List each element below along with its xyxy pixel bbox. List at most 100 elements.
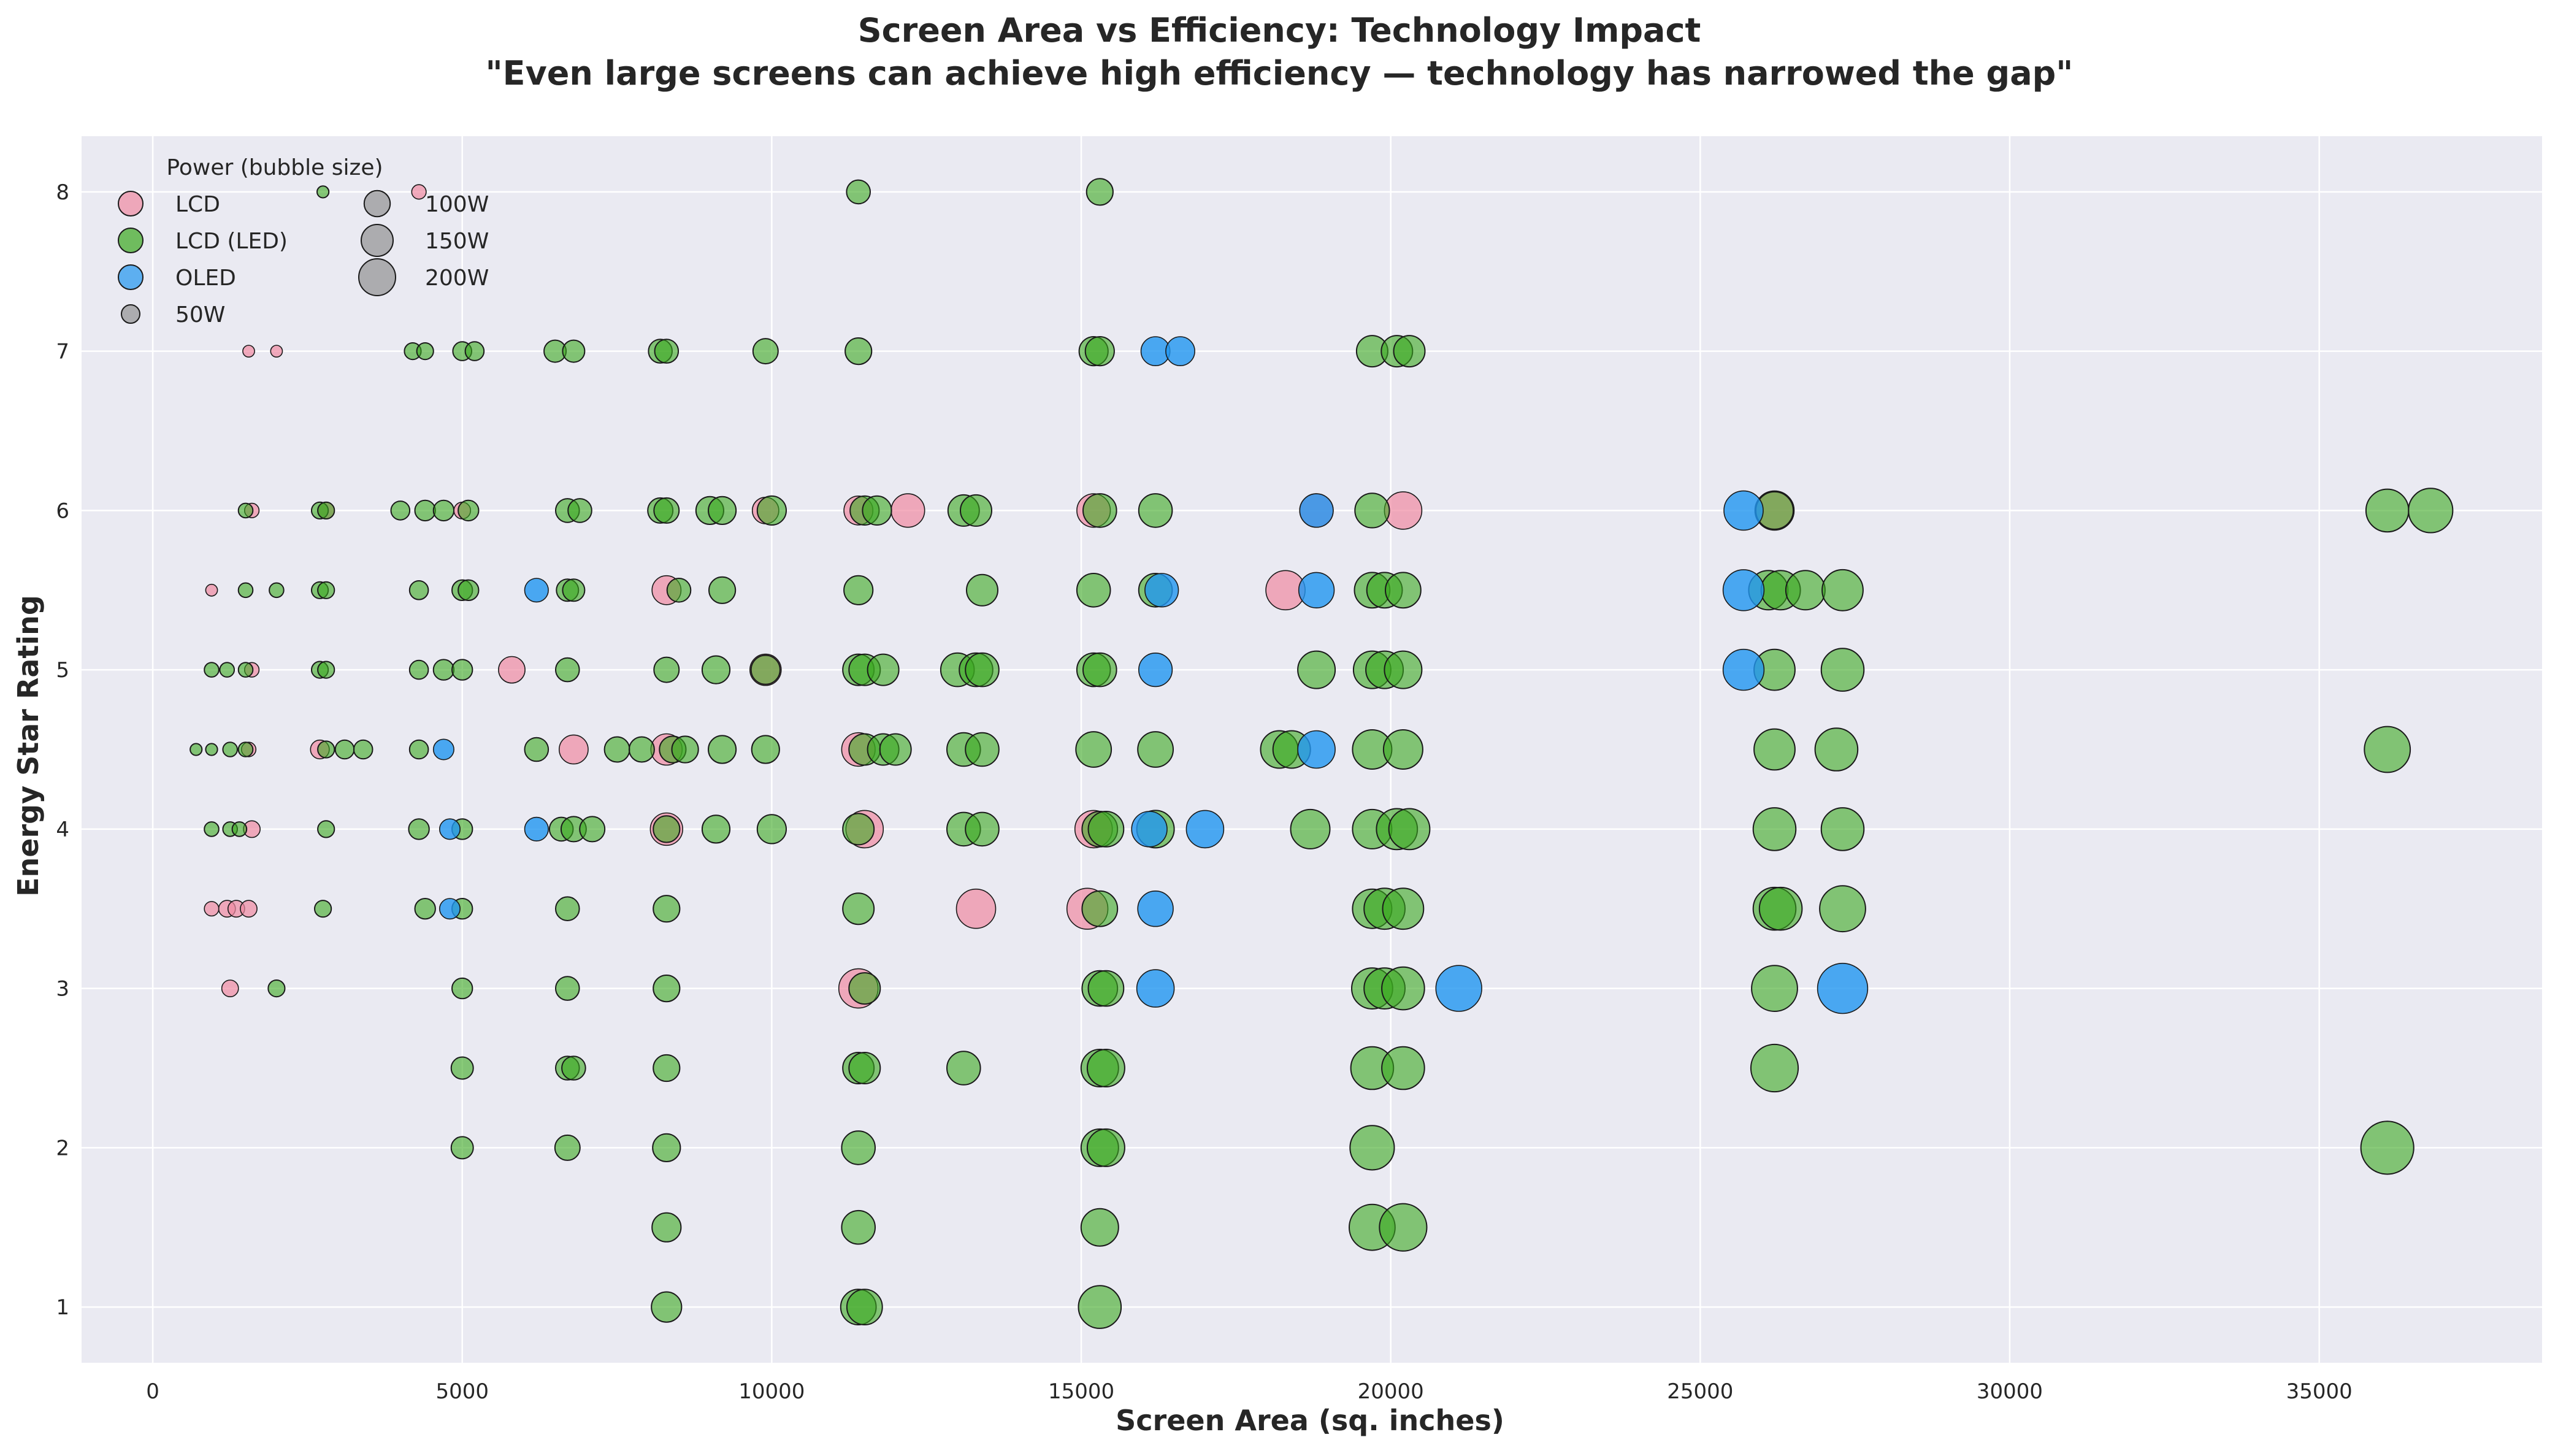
bubble-oled [1165,336,1195,367]
bubble-lcd-led [237,582,254,599]
bubble-lcd-led [562,578,586,602]
bubble-lcd-led [1084,336,1115,367]
bubble-lcd-led [1297,650,1336,689]
bubble-lcd-led [1785,570,1826,611]
bubble-oled [1185,810,1225,849]
bubble-lcd-led [1820,807,1865,851]
bubble-oled [1817,962,1869,1014]
legend-size-marker [121,304,140,324]
bubble-lcd-led [867,653,900,686]
bubble-lcd-led [653,895,681,923]
bubble-lcd-led [555,657,580,683]
bubble-lcd-led [451,659,473,681]
bubble-lcd-led [317,661,335,679]
bubble-lcd-led [708,496,737,526]
bubble-oled [1723,490,1764,531]
bubble-lcd-led [879,733,912,766]
bubble-lcd-led [666,578,692,603]
bubble-lcd-led [846,1289,883,1326]
bubble-lcd-led [1385,572,1422,609]
bubble-lcd-led [269,582,285,599]
bubble-lcd [955,888,997,929]
bubble-lcd [498,656,526,684]
legend-size-label: 200W [425,266,489,291]
bubble-lcd-led [862,495,892,526]
bubble-lcd-led [1075,731,1112,768]
bubble-lcd-led [1381,966,1425,1011]
bubble-lcd-led [555,976,580,1001]
bubble-lcd-led [1758,886,1803,931]
bubble-lcd-led [965,732,1000,767]
y-tick-label: 2 [56,1136,69,1160]
bubble-lcd-led [653,497,680,524]
bubble-lcd-led [1086,1128,1125,1167]
chart-subtitle: "Even large screens can achieve high eff… [486,54,2074,93]
bubble-lcd-led [317,740,335,759]
bubble-lcd-led [450,1136,474,1160]
bubble-lcd-led [561,1056,586,1081]
bubble-lcd-led [946,1051,981,1086]
bubble-lcd-led [1751,965,1798,1012]
x-tick-label: 15000 [1048,1379,1114,1404]
x-tick-label: 35000 [2286,1379,2353,1404]
bubble-lcd-led [653,656,680,683]
bubble-lcd-led [1382,729,1423,770]
bubble-layer [190,178,2454,1329]
bubble-lcd-led [1076,573,1111,608]
bubble-lcd-led [1752,807,1797,851]
bubble-lcd-led [965,811,1000,847]
bubble-lcd-led [701,655,731,684]
bubble-lcd-led [1087,811,1125,848]
bubble-lcd-led [1819,885,1866,933]
bubble-lcd-led [579,816,606,843]
bubble-lcd-led [2408,488,2454,534]
bubble-lcd-led [1080,1208,1119,1247]
bubble-lcd [240,900,258,918]
bubble-lcd-led [458,499,480,522]
legend-size-marker [361,224,394,257]
bubble-lcd-led [652,1133,681,1163]
bubble-lcd-led [567,498,592,523]
bubble-lcd-led [231,821,248,837]
bubble-lcd-led [628,736,655,763]
bubble-lcd-led [846,179,871,205]
bubble-lcd-led [432,659,455,681]
bubble-lcd [205,583,218,597]
bubble-lcd-led [756,495,787,526]
bubble-lcd-led [314,900,332,918]
bubble-lcd-led [390,500,411,521]
bubble-lcd-led [671,735,699,764]
bubble-oled [1131,811,1168,848]
bubble-oled [1138,652,1173,688]
bubble-lcd-led [316,185,330,199]
bubble-lcd-led [408,739,429,760]
bubble-lcd-led [651,1291,683,1323]
bubble-oled [1144,573,1179,608]
bubble-lcd-led [603,736,630,763]
bubble-lcd-led [524,737,550,762]
bubble-lcd [890,493,925,528]
bubble-oled [524,578,549,603]
bubble-lcd-led [842,892,875,925]
bubble-lcd-led [653,1054,681,1082]
y-tick-label: 6 [56,499,69,523]
bubble-lcd-led [1082,493,1117,528]
bubble-lcd-led [458,579,480,601]
bubble-lcd-led [841,1209,876,1245]
y-tick-label: 7 [56,340,69,364]
bubble-lcd [1384,491,1423,530]
bubble-lcd-led [450,1056,474,1080]
legend-label-lcd: LCD [175,192,220,217]
x-axis-label: Screen Area (sq. inches) [1116,1404,1504,1437]
bubble-lcd-led [1087,970,1125,1007]
y-tick-label: 5 [56,658,69,683]
bubble-lcd-led [966,573,998,607]
bubble-lcd-led [554,1134,581,1161]
bubble-lcd-led [1821,569,1864,611]
bubble-oled [438,818,461,840]
chart-title: Screen Area vs Efficiency: Technology Im… [858,11,1701,50]
bubble-lcd-led [756,814,787,845]
x-tick-label: 30000 [1977,1379,2043,1404]
legend-marker-oled [118,264,144,290]
